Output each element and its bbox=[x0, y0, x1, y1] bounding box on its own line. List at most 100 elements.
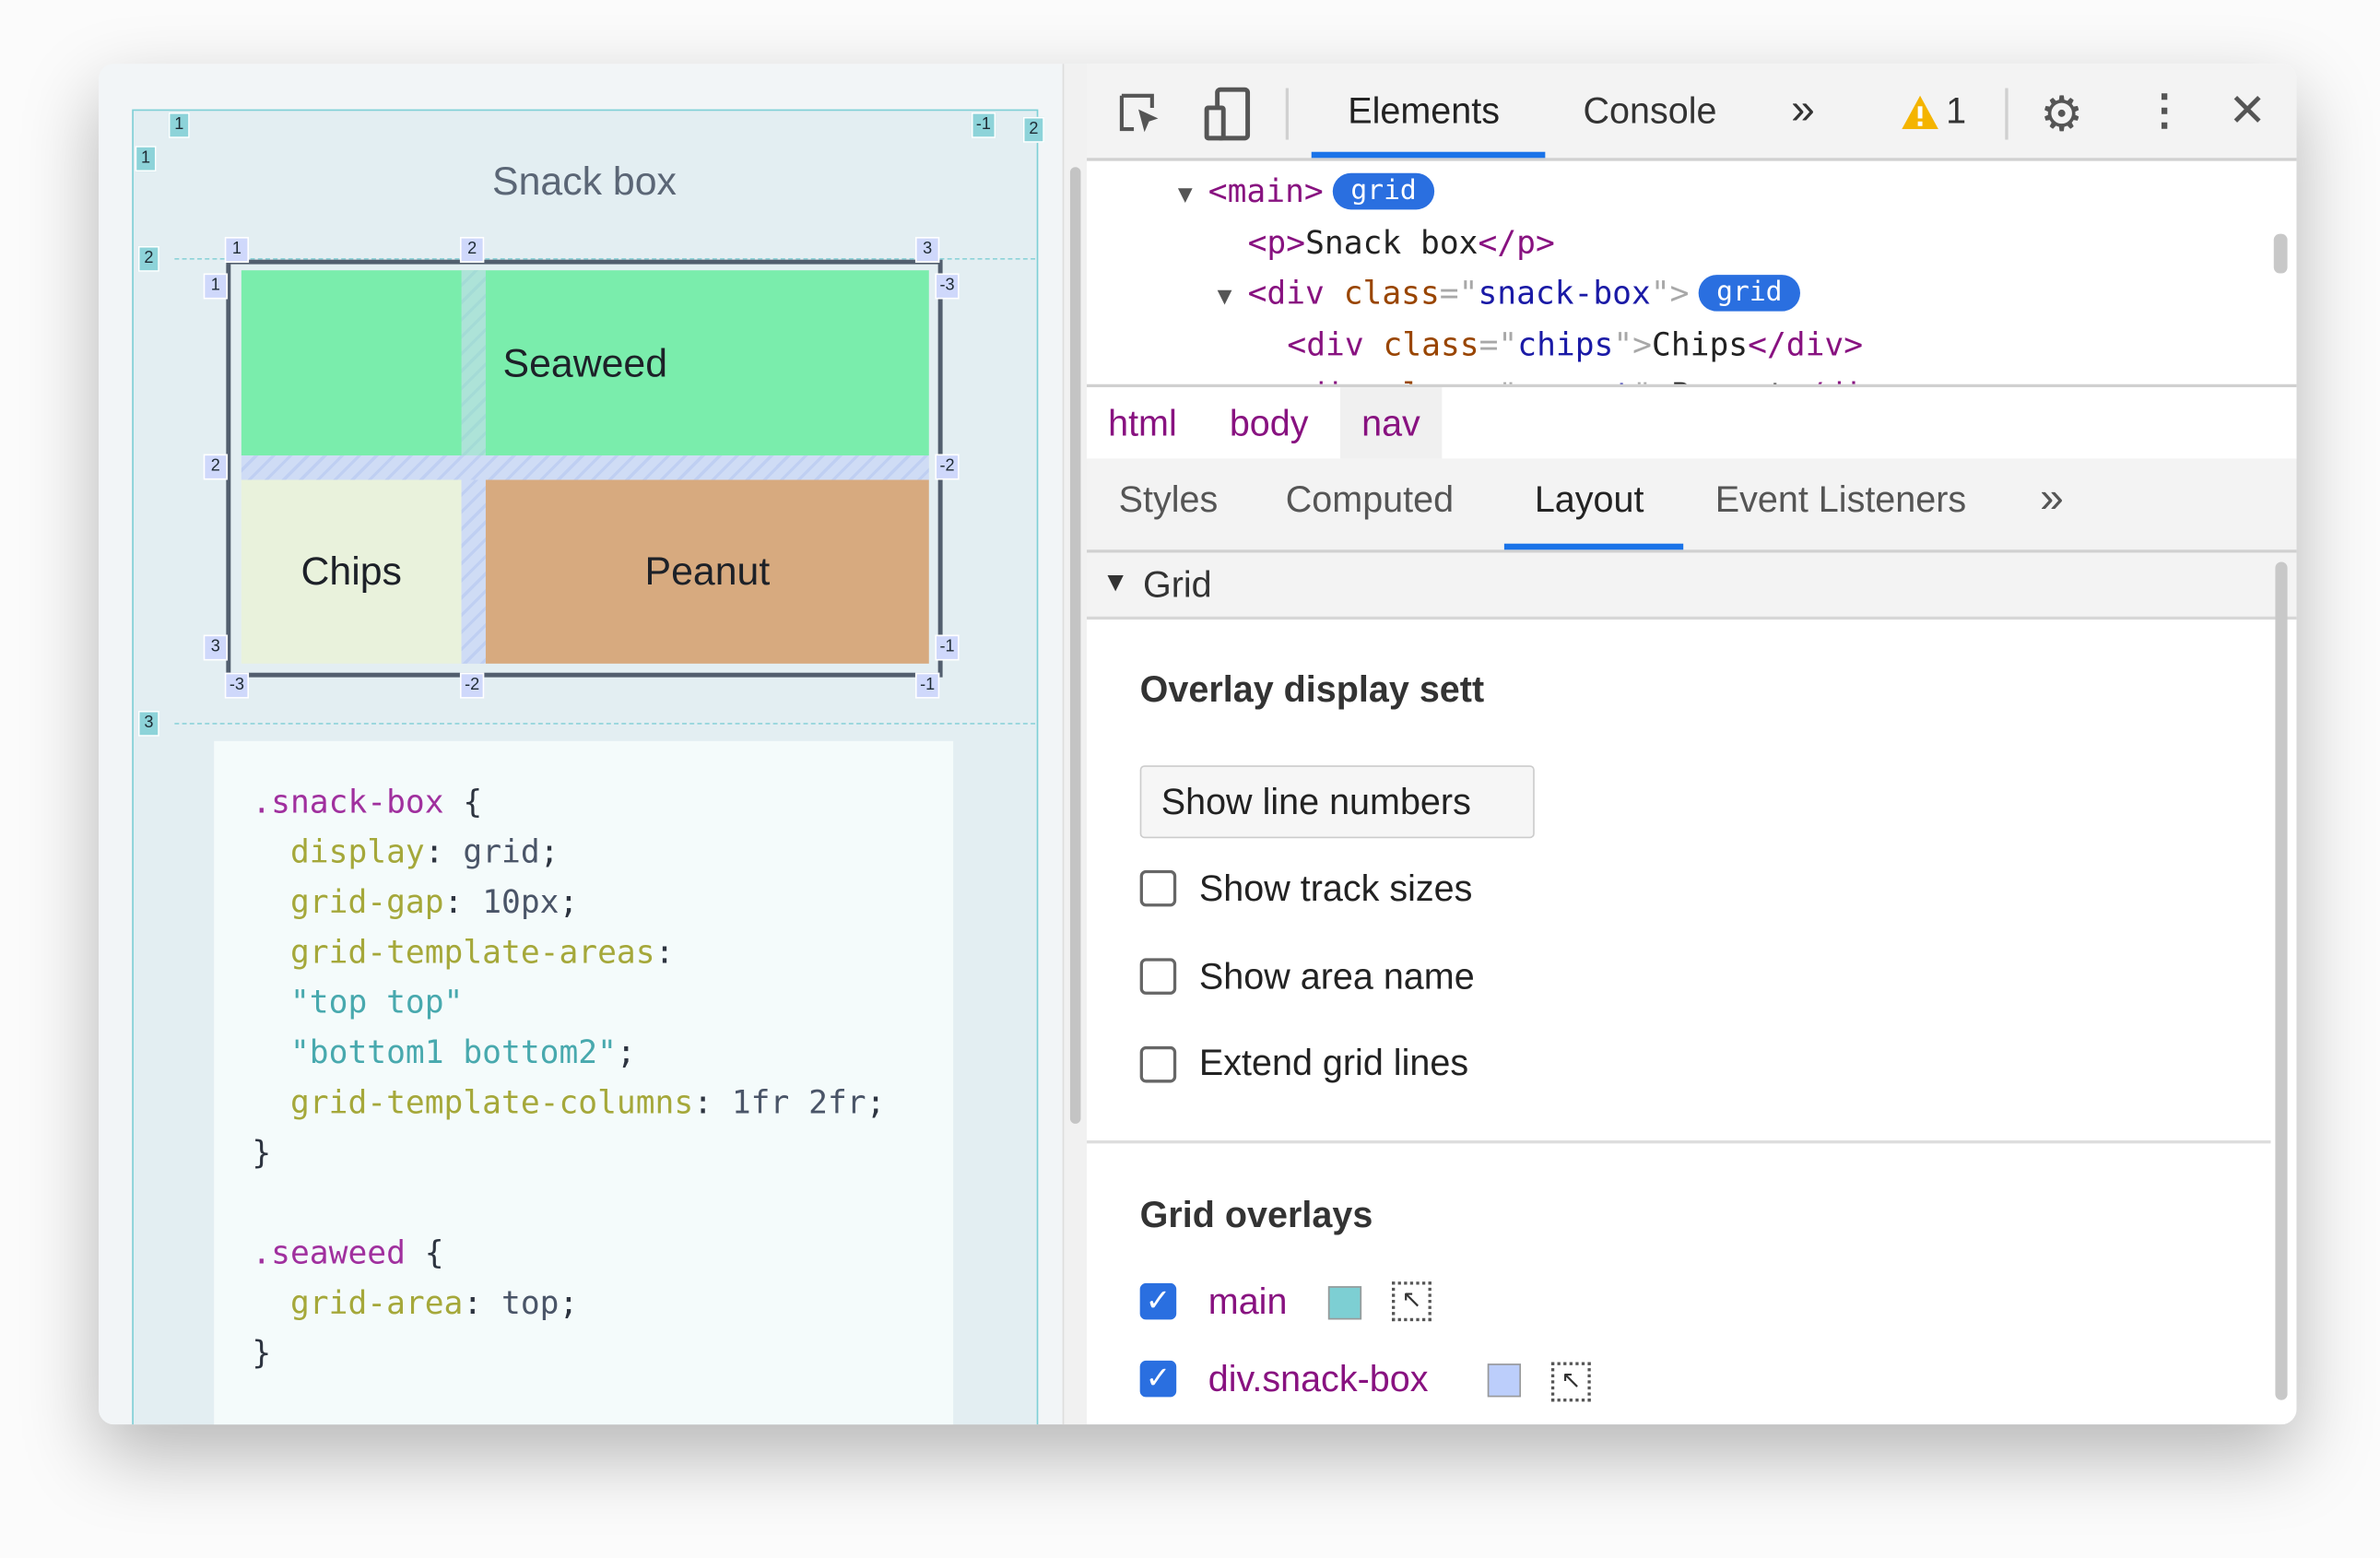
grid-badge[interactable]: grid bbox=[1698, 275, 1801, 312]
dom-node[interactable]: <div class="chips">Chips</div> bbox=[1256, 323, 1863, 365]
sb-row-label: 2 bbox=[203, 454, 229, 480]
dom-node[interactable]: <p>Snack box</p> bbox=[1218, 221, 1555, 264]
tab-console[interactable]: Console bbox=[1583, 90, 1717, 133]
dom-token: Peanut bbox=[1671, 377, 1786, 384]
main-overlay-checkbox[interactable]: ✓ bbox=[1139, 1282, 1177, 1320]
code-token: { bbox=[405, 1234, 444, 1271]
code-token: grid-template-columns bbox=[252, 1084, 694, 1121]
seaweed-cell: Seaweed bbox=[241, 270, 929, 456]
more-subtabs-button[interactable]: » bbox=[2040, 473, 2064, 521]
main-overlay-label[interactable]: main bbox=[1208, 1281, 1288, 1323]
show-track-sizes-label[interactable]: Show track sizes bbox=[1198, 868, 1473, 910]
inspect-element-icon[interactable] bbox=[1117, 91, 1166, 140]
dom-token: > bbox=[1286, 223, 1306, 261]
dom-token: chips bbox=[1517, 325, 1614, 362]
section-divider bbox=[1087, 1140, 2271, 1144]
dom-token: class bbox=[1343, 275, 1440, 312]
breadcrumb-html[interactable]: html bbox=[1108, 404, 1177, 445]
code-token: : bbox=[463, 1284, 502, 1322]
dom-token: </ bbox=[1478, 223, 1517, 261]
dom-token: <div bbox=[1287, 325, 1384, 362]
active-tab-indicator bbox=[1311, 151, 1546, 159]
panel-splitter[interactable] bbox=[1062, 64, 1090, 1425]
select-value: Show line numbers bbox=[1161, 782, 1471, 823]
grid-section-title: Grid bbox=[1142, 564, 1212, 607]
expand-triangle-icon[interactable]: ▼ bbox=[1217, 280, 1232, 311]
grid-section-header[interactable]: ▼ Grid bbox=[1087, 552, 2297, 620]
main-row-label: 3 bbox=[137, 710, 159, 737]
code-token: grid-area bbox=[252, 1284, 464, 1322]
collapse-triangle-icon: ▼ bbox=[1102, 566, 1129, 597]
code-line: .seaweed { bbox=[252, 1230, 443, 1275]
kebab-menu-icon[interactable]: ⋮ bbox=[2143, 86, 2186, 134]
tab-event-listeners[interactable]: Event Listeners bbox=[1714, 479, 1967, 521]
main-row-line-2 bbox=[174, 258, 1036, 260]
devtools-panel: Elements Console » 1 ⚙ ⋮ ✕ ▼ < main > grid <p… bbox=[1087, 64, 2297, 1425]
code-line: "top top" bbox=[252, 979, 463, 1024]
sb-col-label: 1 bbox=[224, 236, 250, 263]
sb-row-label: -3 bbox=[935, 273, 960, 300]
code-token: ; bbox=[616, 1033, 636, 1071]
dom-token: =" bbox=[1479, 377, 1518, 384]
tab-computed[interactable]: Computed bbox=[1285, 479, 1455, 521]
grid-badge[interactable]: grid bbox=[1332, 172, 1435, 210]
expand-triangle-icon[interactable]: ▼ bbox=[1177, 179, 1193, 208]
extend-grid-lines-label[interactable]: Extend grid lines bbox=[1198, 1043, 1469, 1085]
main-row-label: 2 bbox=[137, 245, 159, 272]
tab-layout[interactable]: Layout bbox=[1534, 479, 1644, 521]
dom-node[interactable]: <div class="peanut">Peanut</div> bbox=[1256, 373, 1901, 384]
line-numbers-select[interactable]: Show line numbers bbox=[1139, 765, 1535, 839]
close-icon[interactable]: ✕ bbox=[2228, 86, 2267, 137]
dom-token: Snack box bbox=[1305, 223, 1479, 261]
show-track-sizes-checkbox[interactable] bbox=[1139, 869, 1177, 907]
chips-label: Chips bbox=[300, 548, 402, 595]
highlight-snack-box-icon[interactable]: ↖ bbox=[1550, 1362, 1591, 1402]
page-viewport: 1 1 -1 2 2 3 Snack box Seaweed Chips Pea… bbox=[99, 64, 1086, 1425]
dom-token: <div bbox=[1287, 377, 1383, 384]
code-line: grid-gap: 10px; bbox=[252, 879, 578, 925]
extend-grid-lines-checkbox[interactable] bbox=[1139, 1045, 1177, 1083]
show-area-names-label[interactable]: Show area name bbox=[1198, 956, 1475, 998]
code-token: ; bbox=[559, 883, 579, 921]
code-token: : bbox=[654, 934, 675, 971]
device-toolbar-icon[interactable] bbox=[1202, 87, 1254, 141]
dom-tree: ▼ <main> grid <p>Snack box</p> ▼ <div class="… bbox=[1087, 161, 2270, 384]
dom-tree-scrollbar[interactable] bbox=[2273, 233, 2288, 274]
code-line: "bottom1 bottom2"; bbox=[252, 1030, 636, 1075]
dom-token: </div> bbox=[1786, 377, 1902, 384]
snack-box-overlay-label[interactable]: div.snack-box bbox=[1208, 1359, 1429, 1400]
dom-token: "> bbox=[1650, 275, 1690, 312]
dom-node[interactable]: ▼ <main> grid bbox=[1178, 170, 1435, 215]
code-token: : bbox=[443, 883, 483, 921]
breadcrumb-body[interactable]: body bbox=[1229, 404, 1309, 445]
warning-count[interactable]: 1 bbox=[1946, 90, 1967, 133]
dom-token: < bbox=[1208, 172, 1228, 210]
more-tabs-button[interactable]: » bbox=[1791, 85, 1815, 133]
breadcrumb-nav[interactable]: nav bbox=[1340, 387, 1442, 462]
tab-styles[interactable]: Styles bbox=[1118, 479, 1219, 521]
main-row-label: 1 bbox=[135, 146, 157, 172]
gear-icon[interactable]: ⚙ bbox=[2040, 86, 2084, 142]
highlight-main-icon[interactable]: ↖ bbox=[1392, 1281, 1432, 1322]
code-token: : bbox=[693, 1084, 732, 1121]
dom-token: Chips bbox=[1652, 325, 1749, 362]
warning-icon[interactable] bbox=[1901, 94, 1940, 131]
main-overlay-color-swatch[interactable] bbox=[1327, 1286, 1362, 1320]
show-area-names-checkbox[interactable] bbox=[1139, 958, 1177, 995]
snack-box-overlay-color-swatch[interactable] bbox=[1487, 1363, 1521, 1398]
seaweed-label: Seaweed bbox=[502, 339, 668, 385]
sidebar-tabs: Styles Computed Layout Event Listeners » bbox=[1087, 458, 2297, 553]
snack-box-overlay-checkbox[interactable]: ✓ bbox=[1139, 1360, 1177, 1398]
code-line: } bbox=[252, 1330, 271, 1375]
code-token: 10px bbox=[482, 883, 560, 921]
sb-col-label: -2 bbox=[459, 672, 485, 699]
code-token: : bbox=[424, 833, 464, 870]
code-token: .seaweed bbox=[252, 1234, 406, 1271]
peanut-label: Peanut bbox=[644, 548, 771, 595]
code-token: ; bbox=[539, 833, 560, 870]
layout-pane-scrollbar[interactable] bbox=[2275, 561, 2288, 1400]
tab-elements[interactable]: Elements bbox=[1348, 90, 1501, 133]
code-token: { bbox=[443, 783, 483, 820]
dom-node[interactable]: ▼ <div class="snack-box"> grid bbox=[1218, 272, 1801, 317]
page-scrollbar[interactable] bbox=[1069, 167, 1081, 1124]
